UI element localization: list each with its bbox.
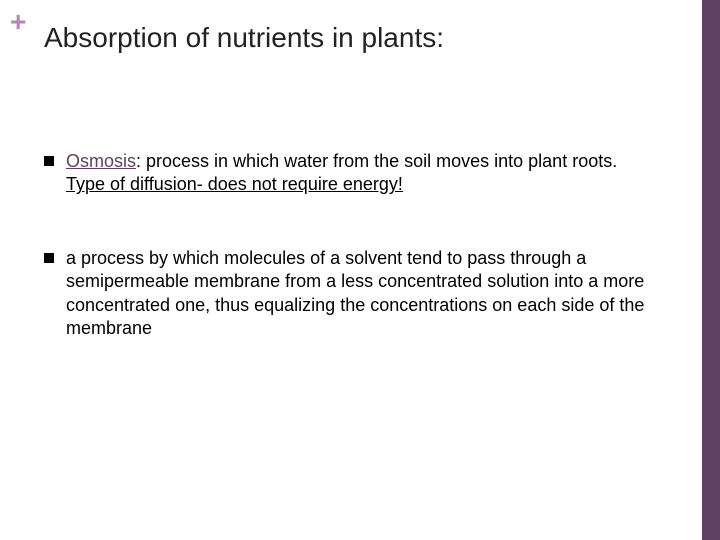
bullet-body-2: a process by which molecules of a solven…	[66, 248, 644, 338]
osmosis-term: Osmosis	[66, 151, 136, 171]
plus-icon: +	[10, 8, 26, 36]
bullet-text: Osmosis: process in which water from the…	[66, 150, 660, 197]
square-bullet-icon	[44, 156, 54, 166]
bullet-emphasis: Type of diffusion- does not require ener…	[66, 174, 403, 194]
square-bullet-icon	[44, 253, 54, 263]
list-item: Osmosis: process in which water from the…	[44, 150, 660, 197]
right-accent-sidebar	[702, 0, 720, 540]
bullet-text: a process by which molecules of a solven…	[66, 247, 660, 341]
page-title: Absorption of nutrients in plants:	[44, 22, 444, 54]
content-area: Osmosis: process in which water from the…	[44, 150, 660, 390]
list-item: a process by which molecules of a solven…	[44, 247, 660, 341]
bullet-body-1a: : process in which water from the soil m…	[136, 151, 617, 171]
